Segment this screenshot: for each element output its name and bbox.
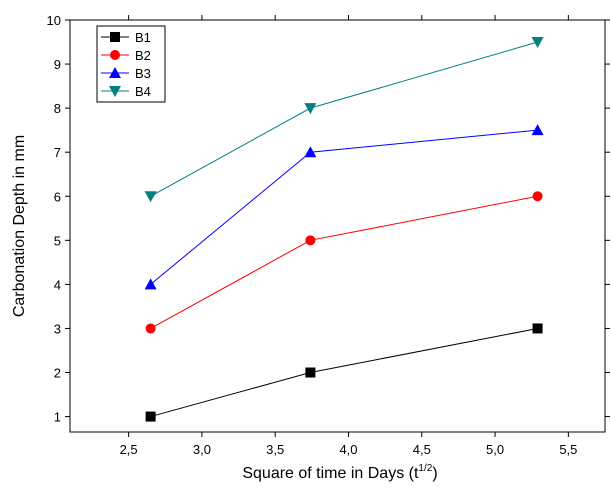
marker — [304, 103, 317, 115]
series-line — [150, 327, 538, 418]
legend-marker — [109, 67, 121, 78]
marker — [531, 37, 544, 49]
marker — [532, 191, 543, 202]
y-tick-label: 8 — [54, 101, 61, 116]
legend-label: B3 — [135, 66, 151, 81]
x-tick-label: 5,5 — [559, 442, 577, 457]
x-tick-label: 3,0 — [193, 442, 211, 457]
x-axis-label: Square of time in Days (t1/2) — [242, 463, 437, 482]
x-label-sup: 1/2 — [418, 463, 432, 474]
marker — [304, 146, 317, 158]
legend-label: B4 — [135, 84, 151, 99]
x-tick-label: 3,5 — [266, 442, 284, 457]
marker — [145, 411, 156, 422]
y-tick-label: 3 — [54, 321, 61, 336]
marker — [305, 367, 316, 378]
legend-box — [96, 25, 166, 103]
marker — [144, 191, 157, 203]
y-tick-label: 6 — [54, 189, 61, 204]
marker — [144, 278, 157, 290]
y-tick-label: 2 — [54, 366, 61, 381]
marker — [305, 235, 316, 246]
y-tick-label: 1 — [54, 410, 61, 425]
y-tick-label: 7 — [54, 145, 61, 160]
x-tick-label: 4,0 — [339, 442, 357, 457]
series-line — [150, 195, 538, 329]
y-tick-label: 10 — [47, 13, 61, 28]
marker — [531, 124, 544, 136]
y-tick-label: 4 — [54, 277, 61, 292]
legend-label: B2 — [135, 48, 151, 63]
y-axis-label: Carbonation Depth in mm — [11, 135, 28, 317]
x-label-end: ) — [432, 465, 437, 482]
legend-marker — [109, 86, 121, 97]
x-tick-label: 5,0 — [486, 442, 504, 457]
legend-marker — [110, 50, 120, 60]
legend-marker — [110, 32, 120, 42]
y-tick-label: 9 — [54, 57, 61, 72]
marker — [145, 323, 156, 334]
x-tick-label: 4,5 — [413, 442, 431, 457]
series-line — [150, 41, 538, 197]
marker — [532, 323, 543, 334]
plot-frame — [69, 19, 606, 433]
legend-label: B1 — [135, 30, 151, 45]
x-label-main: Square of time in Days (t — [242, 465, 419, 482]
x-tick-label: 2,5 — [120, 442, 138, 457]
y-tick-label: 5 — [54, 233, 61, 248]
